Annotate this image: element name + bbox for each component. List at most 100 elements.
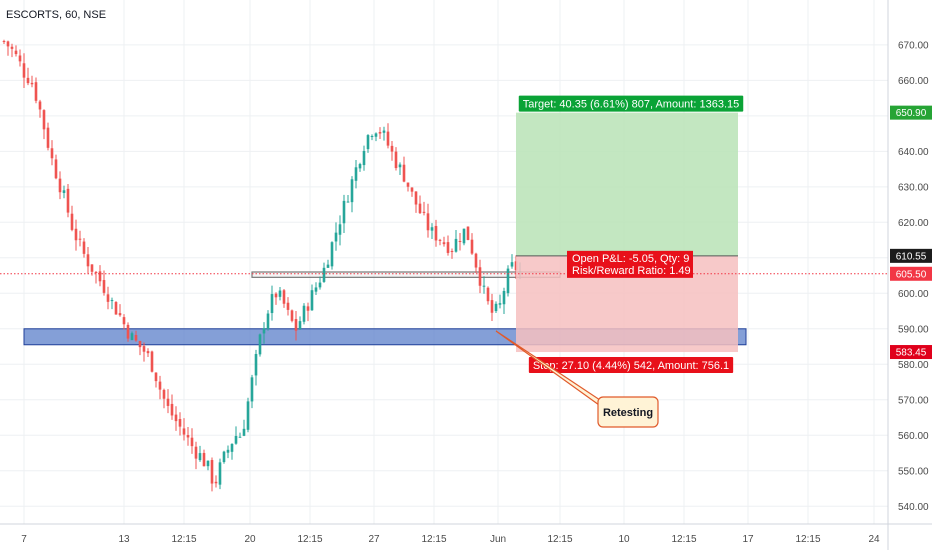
resistance-box bbox=[251, 271, 561, 278]
price-tag-text: 605.50 bbox=[896, 269, 927, 280]
y-tick-label: 630.00 bbox=[898, 182, 929, 193]
candle-body bbox=[462, 228, 466, 244]
candle-body bbox=[362, 150, 366, 166]
price-tag: 583.45 bbox=[890, 345, 932, 360]
candle-body bbox=[358, 164, 362, 169]
price-tag-bg bbox=[890, 248, 932, 263]
x-tick-label: 12:15 bbox=[297, 534, 322, 545]
candle-body bbox=[142, 346, 146, 352]
candle-body bbox=[338, 224, 342, 235]
candle-body bbox=[190, 437, 194, 447]
candle-body bbox=[222, 451, 226, 463]
x-tick-label: 24 bbox=[868, 534, 880, 545]
candle-body bbox=[378, 132, 382, 134]
candle-body bbox=[194, 446, 198, 459]
candle-body bbox=[22, 63, 26, 78]
candle-body bbox=[302, 305, 306, 322]
candle-body bbox=[438, 239, 442, 241]
target-label-bg bbox=[518, 95, 744, 112]
candle-body bbox=[2, 41, 6, 43]
y-tick-label: 550.00 bbox=[898, 466, 929, 477]
candle-body bbox=[166, 398, 170, 406]
position-tool[interactable] bbox=[516, 112, 738, 353]
candle-body bbox=[334, 232, 338, 242]
y-tick-label: 660.00 bbox=[898, 76, 929, 87]
stop-label-text: Stop: 27.10 (4.44%) 542, Amount: 756.1 bbox=[533, 360, 729, 372]
candle-body bbox=[270, 294, 274, 314]
x-tick-label: 10 bbox=[618, 534, 630, 545]
y-tick-label: 590.00 bbox=[898, 324, 929, 335]
candle-body bbox=[62, 190, 66, 193]
x-tick-label: 27 bbox=[368, 534, 380, 545]
candle-body bbox=[502, 291, 506, 305]
candle-body bbox=[126, 324, 130, 339]
candle-body bbox=[18, 55, 22, 62]
candle-body bbox=[138, 340, 142, 348]
candle-body bbox=[94, 272, 98, 274]
candle-body bbox=[26, 77, 30, 84]
candle-body bbox=[106, 294, 110, 302]
candle-body bbox=[386, 131, 390, 146]
candle-body bbox=[230, 443, 234, 452]
candle-body bbox=[162, 389, 166, 399]
candle-body bbox=[90, 264, 94, 272]
candle-body bbox=[434, 225, 438, 241]
x-tick-label: 17 bbox=[742, 534, 754, 545]
candle-body bbox=[10, 46, 14, 49]
candle-body bbox=[178, 419, 182, 427]
candle-body bbox=[494, 303, 498, 312]
pnl-text: Open P&L: -5.05, Qty: 9 bbox=[572, 253, 689, 265]
candle-body bbox=[42, 110, 46, 130]
x-tick-label: 7 bbox=[21, 534, 27, 545]
symbol-header: ESCORTS, 60, NSE bbox=[6, 9, 106, 21]
price-tag: 650.90 bbox=[890, 105, 932, 120]
candle-body bbox=[66, 188, 70, 213]
y-tick-label: 620.00 bbox=[898, 218, 929, 229]
candle-body bbox=[382, 130, 386, 133]
candle-body bbox=[50, 148, 54, 159]
candle-body bbox=[82, 241, 86, 254]
candle-body bbox=[318, 282, 322, 288]
candle-body bbox=[134, 334, 138, 341]
candle-body bbox=[442, 242, 446, 245]
candle-body bbox=[314, 287, 318, 292]
y-tick-label: 600.00 bbox=[898, 289, 929, 300]
candle-body bbox=[474, 253, 478, 268]
candle-body bbox=[218, 462, 222, 485]
y-tick-label: 640.00 bbox=[898, 147, 929, 158]
stop-label-bg bbox=[528, 357, 734, 374]
candle-body bbox=[486, 287, 490, 302]
candle-body bbox=[450, 251, 454, 253]
candle-body bbox=[506, 268, 510, 294]
candle-body bbox=[246, 401, 250, 430]
candle-body bbox=[406, 182, 410, 187]
candle-body bbox=[58, 178, 62, 193]
candle-body bbox=[158, 381, 162, 390]
candle-body bbox=[202, 452, 206, 467]
price-tag: 605.50 bbox=[890, 266, 932, 281]
candle-body bbox=[446, 242, 450, 253]
callout-text: Retesting bbox=[603, 407, 653, 419]
candle-body bbox=[466, 226, 470, 240]
candle-body bbox=[274, 293, 278, 298]
candle-body bbox=[70, 213, 74, 230]
candle-body bbox=[182, 428, 186, 435]
candle-body bbox=[422, 211, 426, 213]
x-tick-label: Jun bbox=[490, 534, 506, 545]
candle-body bbox=[346, 201, 350, 203]
candle-body bbox=[102, 280, 106, 293]
candle-body bbox=[210, 460, 214, 484]
candle-body bbox=[226, 449, 230, 453]
price-tag-bg bbox=[890, 345, 932, 360]
candle-body bbox=[198, 453, 202, 461]
candle-body bbox=[402, 164, 406, 182]
price-tag-text: 650.90 bbox=[896, 108, 927, 119]
candle-body bbox=[290, 310, 294, 321]
candle-body bbox=[310, 290, 314, 311]
candle-body bbox=[330, 242, 334, 267]
candle-body bbox=[114, 302, 118, 315]
candle-body bbox=[78, 238, 82, 240]
target-zone bbox=[516, 112, 738, 256]
